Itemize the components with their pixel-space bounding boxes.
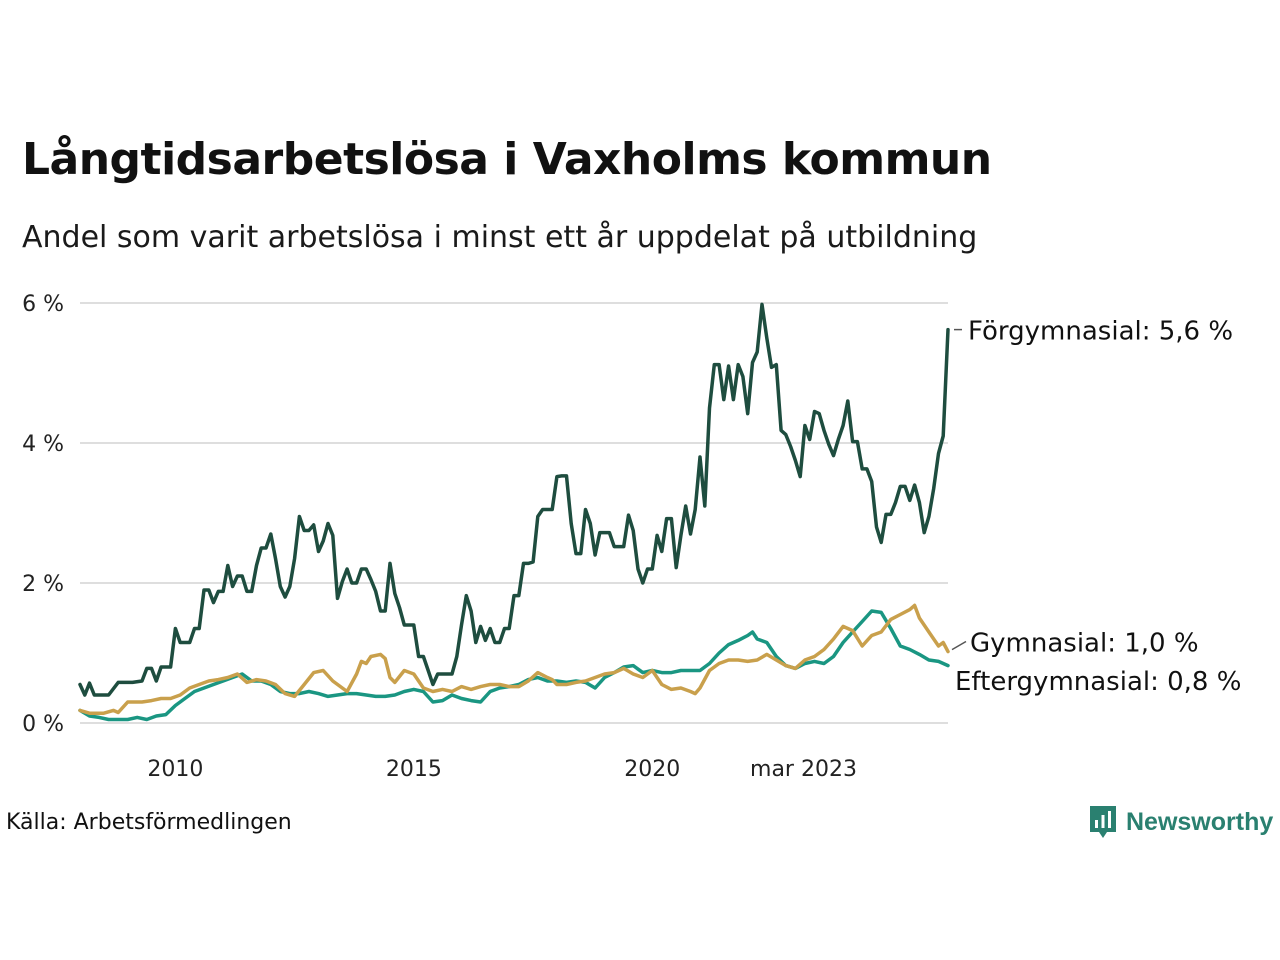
x-axis-ticks: 2010 2015 2020 mar 2023 — [147, 757, 857, 782]
x-tick-label: 2015 — [386, 757, 442, 782]
series-end-label: Förgymnasial: 5,6 % — [968, 317, 1233, 347]
brand-name: Newsworthy — [1126, 807, 1274, 836]
y-axis-ticks: 0 % 2 % 4 % 6 % — [22, 292, 64, 737]
x-tick-label: 2020 — [624, 757, 680, 782]
chart-title: Långtidsarbetslösa i Vaxholms kommun — [22, 134, 992, 185]
y-tick-label: 4 % — [22, 432, 64, 457]
series-line-gymnasial — [78, 603, 950, 715]
x-tick-label: 2010 — [147, 757, 203, 782]
series-lines — [78, 302, 950, 722]
gridlines — [80, 302, 948, 724]
x-tick-label: mar 2023 — [750, 757, 857, 782]
series-line-eftergymnasial — [78, 609, 950, 722]
newsworthy-chart-icon — [1090, 806, 1116, 838]
series-end-labels: Förgymnasial: 5,6 % Gymnasial: 1,0 % Efter… — [951, 317, 1241, 697]
series-end-label: Gymnasial: 1,0 % — [970, 629, 1199, 659]
source-note: Källa: Arbetsförmedlingen — [6, 810, 292, 835]
y-tick-label: 0 % — [22, 712, 64, 737]
brand-logo[interactable]: Newsworthy — [1088, 804, 1273, 840]
series-end-label: Eftergymnasial: 0,8 % — [955, 667, 1241, 697]
y-tick-label: 2 % — [22, 572, 64, 597]
chart-subtitle: Andel som varit arbetslösa i minst ett å… — [22, 220, 978, 255]
series-line-förgymnasial — [78, 302, 950, 697]
y-tick-label: 6 % — [22, 292, 64, 317]
label-connector — [951, 640, 967, 651]
